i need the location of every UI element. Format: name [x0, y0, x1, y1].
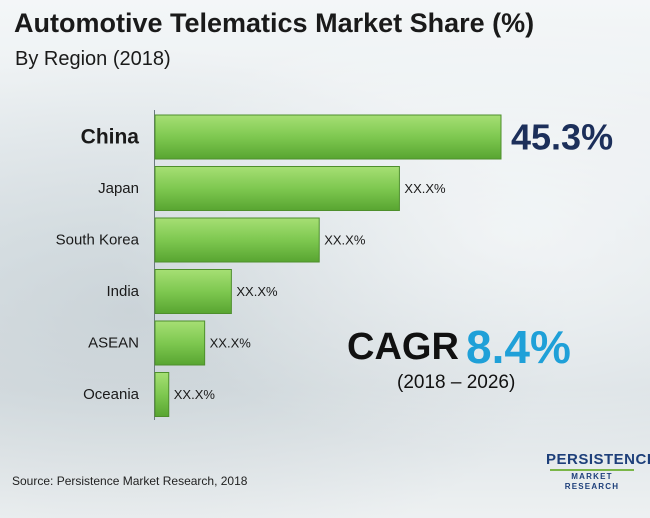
bar-india — [154, 269, 232, 314]
value-label: XX.X% — [210, 336, 252, 351]
value-label: 45.3% — [511, 117, 613, 158]
bar-asean — [154, 320, 206, 366]
logo-main-text: PERSISTENCE — [546, 451, 650, 468]
value-label: XX.X% — [404, 181, 446, 196]
category-label: South Korea — [56, 232, 140, 249]
logo-sub-text: MARKET RESEARCH — [564, 472, 620, 491]
bar-japan — [154, 166, 400, 211]
cagr-value: 8.4% — [466, 321, 571, 373]
logo-divider — [550, 469, 634, 471]
value-label: XX.X% — [236, 284, 278, 299]
bar-china — [154, 114, 502, 160]
category-label: India — [106, 283, 139, 300]
value-label: XX.X% — [324, 233, 366, 248]
source-note: Source: Persistence Market Research, 201… — [12, 474, 248, 488]
category-label: China — [81, 126, 140, 149]
value-label: XX.X% — [174, 387, 216, 402]
cagr-label: CAGR — [347, 326, 459, 368]
category-label: Japan — [98, 180, 139, 197]
company-logo: PERSISTENCE MARKET RESEARCH — [546, 451, 650, 492]
chart-title: Automotive Telematics Market Share (%) — [14, 8, 535, 38]
category-label: Oceania — [83, 386, 140, 403]
bar-south-korea — [154, 217, 320, 263]
cagr-period: (2018 – 2026) — [397, 372, 516, 393]
bar-oceania — [154, 372, 170, 417]
category-label: ASEAN — [88, 335, 139, 352]
chart-subtitle: By Region (2018) — [15, 48, 171, 70]
